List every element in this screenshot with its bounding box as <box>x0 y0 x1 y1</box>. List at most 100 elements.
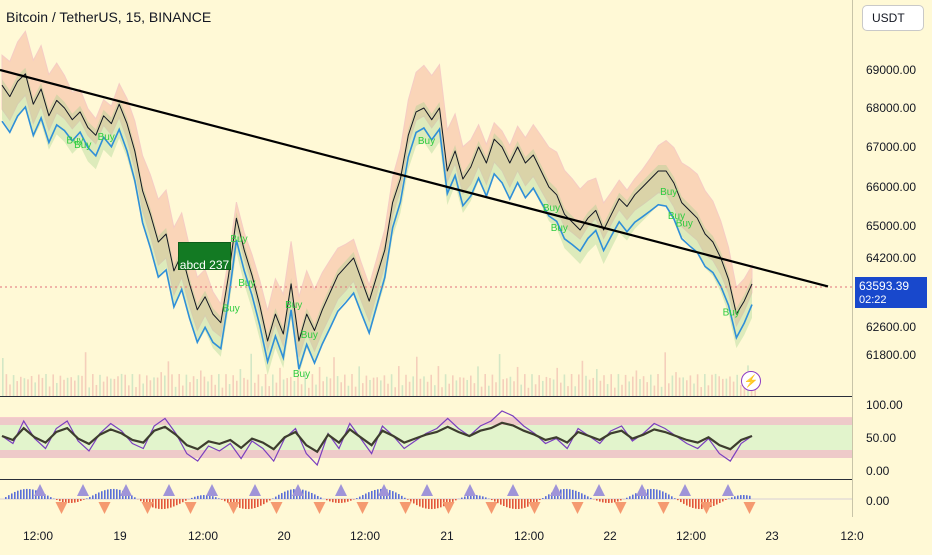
osc-bar <box>371 491 373 499</box>
volume-bar <box>596 369 598 396</box>
osc-bar <box>689 499 691 507</box>
osc-bar <box>239 499 241 508</box>
volume-bar <box>384 375 386 396</box>
osc-bar <box>512 499 514 509</box>
lightning-icon[interactable]: ⚡ <box>741 371 761 391</box>
volume-bar <box>456 380 458 396</box>
osc-bar <box>98 492 100 499</box>
volume-bar <box>492 375 494 396</box>
volume-bar <box>430 375 432 396</box>
volume-bar <box>538 375 540 396</box>
volume-bar <box>38 375 40 396</box>
volume-bar <box>607 384 609 396</box>
volume-bar <box>733 382 735 396</box>
volume-bar <box>394 387 396 396</box>
volume-bar <box>319 367 321 396</box>
volume-bar <box>409 382 411 396</box>
volume-bar <box>103 382 105 396</box>
volume-bar <box>535 384 537 396</box>
volume-bar <box>391 374 393 396</box>
volume-bar <box>333 357 335 396</box>
osc-bar <box>71 499 73 503</box>
volume-bar <box>312 374 314 396</box>
volume-bar <box>193 376 195 396</box>
volume-bar <box>495 382 497 396</box>
osc-bar <box>647 489 649 499</box>
osc-bar <box>536 499 538 502</box>
volume-bar <box>132 374 134 396</box>
volume-bar <box>157 378 159 396</box>
osc-bar <box>506 499 508 507</box>
volume-bar <box>99 375 101 396</box>
volume-bar <box>553 380 555 396</box>
volume-bar <box>67 378 69 396</box>
osc-bar <box>140 499 142 501</box>
volume-bar <box>189 382 191 396</box>
volume-bar <box>578 374 580 396</box>
osc-bar <box>92 495 94 499</box>
volume-bar <box>463 378 465 396</box>
abcd-pattern-label[interactable]: abcd 237 <box>178 242 231 270</box>
osc-bar <box>527 499 529 507</box>
osc-bar <box>665 493 667 499</box>
osc-bar <box>359 497 361 499</box>
volume-bar <box>268 386 270 396</box>
volume-bar <box>160 372 162 396</box>
volume-bar <box>261 386 263 396</box>
volume-bar <box>700 387 702 396</box>
osc-bar <box>671 496 673 499</box>
volume-bar <box>6 374 8 396</box>
volume-bar <box>211 375 213 396</box>
volume-bar <box>88 387 90 396</box>
price-axis-tick: 61800.00 <box>866 348 916 362</box>
volume-bar <box>477 366 479 396</box>
volume-bar <box>56 383 58 396</box>
osc-bar <box>725 499 727 500</box>
buy-signal-label: Buy <box>676 219 693 230</box>
volume-bar <box>528 388 530 396</box>
volume-bar <box>369 380 371 396</box>
volume-bar <box>675 372 677 396</box>
osc-bar <box>572 490 574 499</box>
volume-bar <box>366 376 368 396</box>
volume-bar <box>146 375 148 396</box>
volume-bar <box>708 385 710 396</box>
osc-bar <box>341 499 343 503</box>
volume-bar <box>639 379 641 396</box>
chart-title[interactable]: Bitcoin / TetherUS, 15, BINANCE <box>6 9 211 25</box>
osc-bar <box>563 489 565 499</box>
volume-bar <box>589 380 591 396</box>
osc-bar <box>476 495 478 499</box>
volume-bar <box>34 382 36 396</box>
osc-bar <box>425 499 427 509</box>
volume-bar <box>232 375 234 396</box>
osc-bar <box>173 499 175 506</box>
volume-bar <box>560 383 562 396</box>
buy-signal-label: Buy <box>285 300 302 311</box>
volume-bar <box>326 377 328 396</box>
osc-bar <box>14 492 16 499</box>
volume-bar <box>315 385 317 396</box>
volume-bar <box>718 376 720 396</box>
osc-bar <box>539 499 541 500</box>
osc-bar <box>77 499 79 502</box>
osc-bar <box>161 499 163 509</box>
osc-bar <box>329 499 331 501</box>
osc-bar <box>8 495 10 499</box>
osc-bar <box>269 499 271 500</box>
currency-button[interactable]: USDT <box>862 5 924 31</box>
osc-bar <box>713 499 715 506</box>
volume-bar <box>265 374 267 396</box>
osc-bar <box>47 496 49 499</box>
volume-bar <box>499 354 501 396</box>
osc-bar <box>5 497 7 499</box>
volume-bar <box>484 374 486 396</box>
volume-bar <box>13 375 15 396</box>
osc-bar <box>434 499 436 509</box>
volume-bar <box>168 361 170 396</box>
volume-bar <box>657 374 659 396</box>
volume-bar <box>646 382 648 396</box>
